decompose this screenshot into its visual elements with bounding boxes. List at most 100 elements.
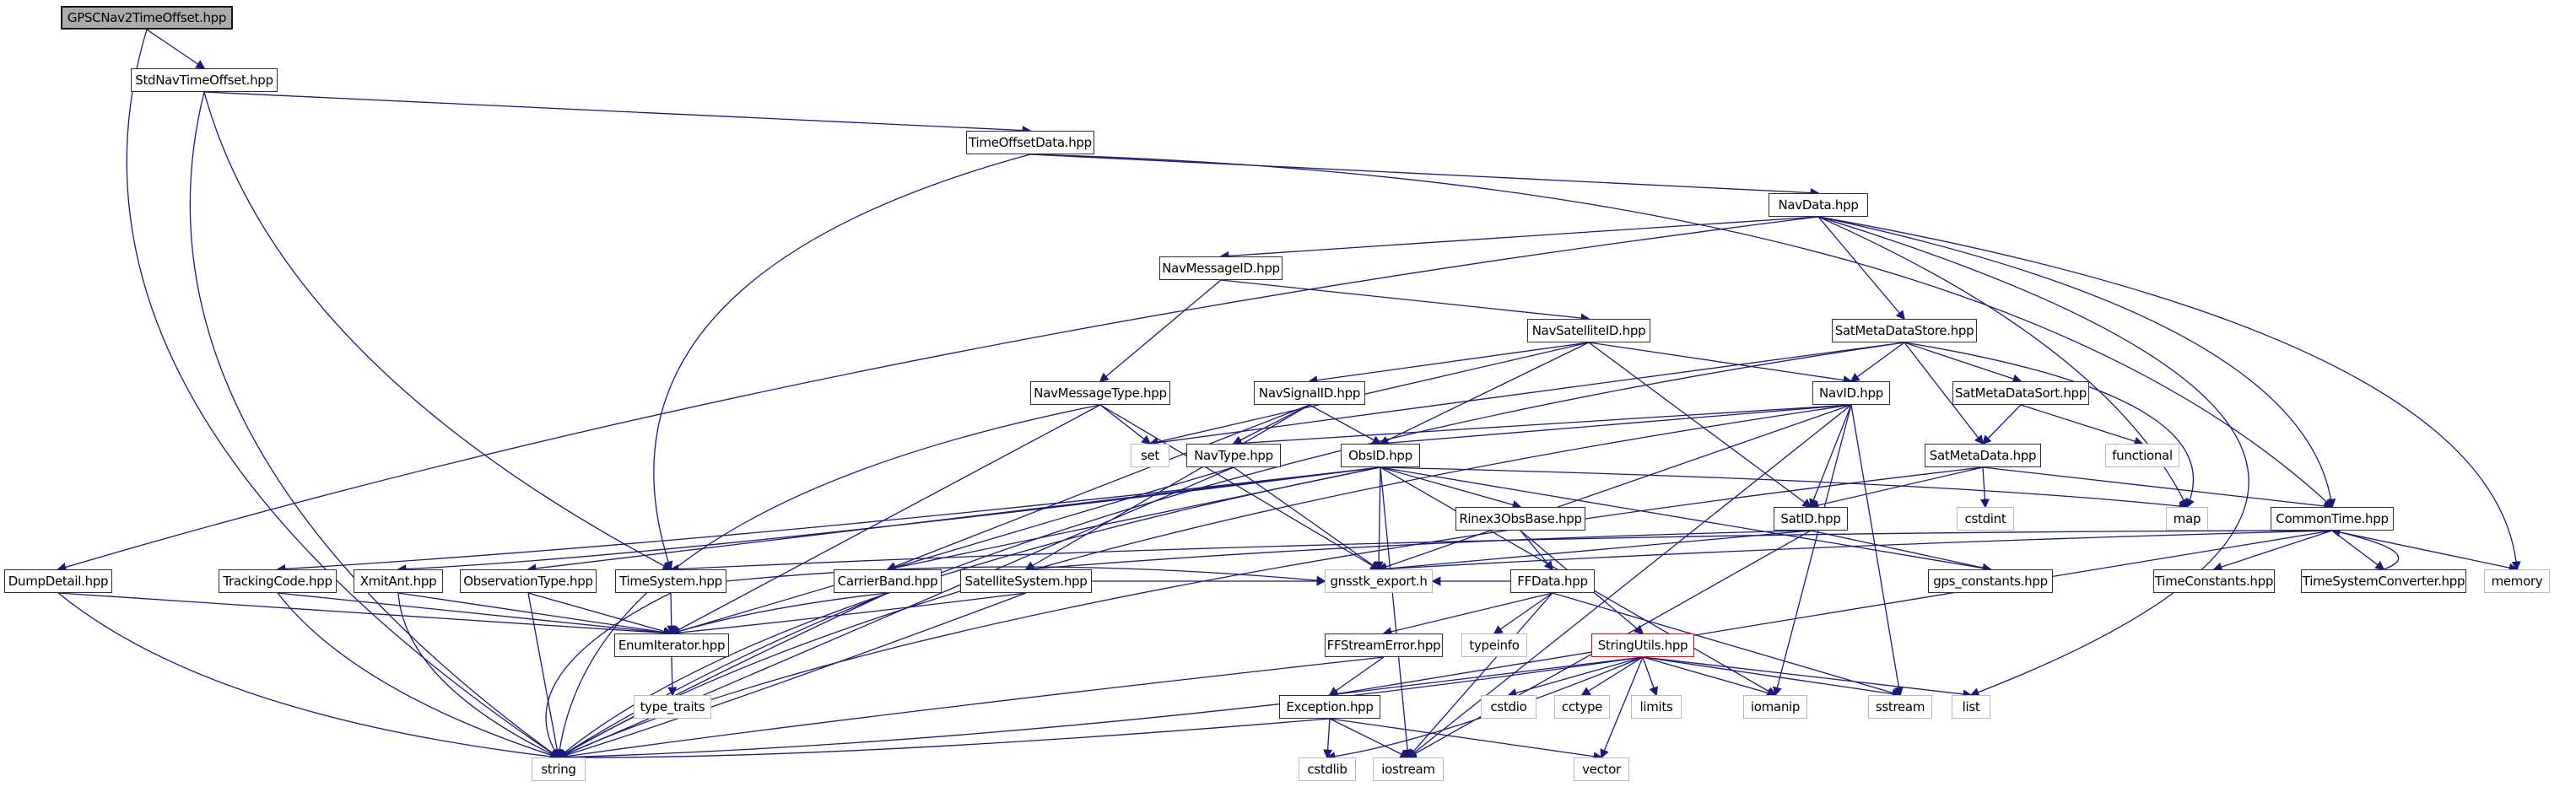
edge-navdata-list — [1817, 216, 2249, 697]
graph-node-satmetadata[interactable]: SatMetaData.hpp — [1925, 444, 2041, 467]
graph-node-gpscnav2: GPSCNav2TimeOffset.hpp — [61, 6, 233, 30]
graph-node-label: Exception.hpp — [1286, 699, 1374, 714]
graph-node-label: FFStreamError.hpp — [1326, 638, 1441, 653]
edge-dumpdetail-enumiterator — [57, 592, 673, 638]
edge-commontime-exception — [1328, 530, 2333, 698]
graph-node-functional: functional — [2105, 444, 2179, 467]
graph-node-label: memory — [2491, 574, 2543, 589]
graph-node-satellitesystem[interactable]: SatelliteSystem.hpp — [960, 569, 1092, 593]
graph-node-timeconstants[interactable]: TimeConstants.hpp — [2153, 569, 2275, 593]
graph-node-commontime[interactable]: CommonTime.hpp — [2271, 507, 2394, 531]
edge-navmessagetype-set — [1099, 404, 1152, 445]
edge-satmetadatasort-functional — [2020, 404, 2144, 446]
edge-rinex3obsbase-ffdata — [1520, 530, 1554, 571]
graph-node-ffdata[interactable]: FFData.hpp — [1510, 569, 1595, 593]
graph-node-label: CarrierBand.hpp — [837, 574, 938, 589]
edge-observationtype-enumiterator — [527, 592, 673, 636]
edge-satmetadatastore-satmetadata — [1904, 342, 1985, 445]
graph-node-label: CommonTime.hpp — [2276, 511, 2389, 526]
graph-node-exception[interactable]: Exception.hpp — [1279, 695, 1380, 719]
graph-node-stringutils[interactable]: StringUtils.hpp — [1591, 633, 1694, 657]
edge-satmetadata-satid — [1809, 466, 1984, 510]
edge-satmetadatastore-set — [1148, 342, 1905, 448]
edge-timeoffsetdata-commontime — [1029, 154, 2334, 509]
edge-timesystem-enumiterator — [667, 592, 677, 635]
edge-satellitesystem-string — [557, 592, 1027, 760]
graph-node-label: cstdlib — [1307, 762, 1347, 777]
edge-navid-navtype — [1232, 404, 1852, 448]
edge-commontime-timesystem — [669, 530, 2333, 574]
graph-node-navsatelliteid[interactable]: NavSatelliteID.hpp — [1527, 319, 1650, 342]
edge-satmetadatastore-string — [557, 342, 1905, 758]
graph-node-iostream: iostream — [1373, 757, 1444, 781]
edge-timesystem-string — [545, 592, 672, 759]
graph-node-label: gps_constants.hpp — [1933, 574, 2048, 589]
edge-satmetadata-cstdint — [1979, 466, 1990, 509]
graph-node-label: list — [1962, 699, 1980, 714]
edge-stringutils-cstdio — [1507, 656, 1644, 698]
graph-node-obsid[interactable]: ObsID.hpp — [1341, 444, 1420, 467]
edge-stringutils-iomanip — [1642, 656, 1777, 698]
graph-node-ffstreamerror[interactable]: FFStreamError.hpp — [1325, 633, 1443, 657]
graph-node-navmessagetype[interactable]: NavMessageType.hpp — [1030, 381, 1170, 405]
graph-node-label: type_traits — [640, 699, 705, 714]
edge-ffstreamerror-string — [557, 656, 1385, 762]
graph-node-label: TimeSystemConverter.hpp — [2302, 574, 2465, 589]
graph-node-map: map — [2166, 507, 2208, 531]
edge-ffdata-typeinfo — [1493, 592, 1553, 634]
edge-navsatelliteid-navsignalid — [1308, 342, 1590, 385]
graph-node-observationtype[interactable]: ObservationType.hpp — [460, 569, 597, 593]
edge-satmetadatastore-map — [1904, 342, 2195, 509]
graph-node-navid[interactable]: NavID.hpp — [1812, 381, 1890, 405]
graph-node-label: TimeOffsetData.hpp — [969, 135, 1092, 150]
edge-xmitant-string — [397, 592, 560, 758]
graph-node-satmetadatastore[interactable]: SatMetaDataStore.hpp — [1832, 319, 1977, 342]
graph-node-memory: memory — [2484, 569, 2550, 593]
graph-node-navtype[interactable]: NavType.hpp — [1186, 444, 1281, 467]
graph-node-label: SatelliteSystem.hpp — [964, 574, 1088, 589]
edge-satmetadatasort-satmetadata — [1981, 404, 2022, 445]
graph-node-cstdlib: cstdlib — [1299, 757, 1356, 781]
graph-node-timesystemconverter[interactable]: TimeSystemConverter.hpp — [2301, 569, 2466, 593]
graph-node-rinex3obsbase[interactable]: Rinex3ObsBase.hpp — [1455, 507, 1585, 531]
graph-node-dumpdetail[interactable]: DumpDetail.hpp — [4, 569, 112, 593]
edge-navsignalid-carrierband — [886, 404, 1310, 571]
graph-node-carrierband[interactable]: CarrierBand.hpp — [834, 569, 942, 593]
edge-satid-satellitesystem — [1024, 530, 1812, 574]
graph-node-trackingcode[interactable]: TrackingCode.hpp — [219, 569, 337, 593]
edge-navid-string — [557, 404, 1852, 758]
edge-navid-obsid — [1379, 404, 1852, 448]
graph-node-type_traits: type_traits — [634, 695, 711, 719]
graph-node-stdnav[interactable]: StdNavTimeOffset.hpp — [131, 68, 278, 92]
edge-timeoffsetdata-navdata — [1029, 154, 1820, 198]
graph-node-enumiterator[interactable]: EnumIterator.hpp — [614, 633, 729, 657]
edge-gpscnav2-stdnav — [146, 29, 206, 69]
graph-node-navmessageid[interactable]: NavMessageID.hpp — [1159, 256, 1283, 280]
graph-node-timeoffsetdata[interactable]: TimeOffsetData.hpp — [966, 131, 1094, 154]
graph-node-xmitant[interactable]: XmitAnt.hpp — [354, 569, 443, 593]
edge-carrierband-string — [557, 592, 888, 758]
graph-node-iomanip: iomanip — [1743, 695, 1807, 719]
graph-node-gnsstk_export: gnsstk_export.h — [1325, 569, 1433, 593]
edge-stringutils-list — [1642, 656, 1973, 699]
edge-navsatelliteid-obsid — [1379, 342, 1590, 445]
edge-navmessageid-navsatelliteid — [1220, 279, 1590, 323]
graph-node-gps_constants[interactable]: gps_constants.hpp — [1928, 569, 2053, 593]
edge-ffdata-iostream — [1407, 592, 1553, 759]
edge-obsid-string — [557, 466, 1381, 759]
graph-node-label: NavSignalID.hpp — [1258, 385, 1361, 401]
graph-node-navsignalid[interactable]: NavSignalID.hpp — [1254, 381, 1365, 405]
edge-navsignalid-obsid — [1309, 404, 1382, 445]
graph-node-satid[interactable]: SatID.hpp — [1774, 507, 1848, 531]
edge-timeoffsetdata-timesystem — [653, 154, 1031, 571]
graph-node-navdata[interactable]: NavData.hpp — [1769, 193, 1868, 217]
graph-node-label: cctype — [1561, 699, 1603, 714]
graph-node-label: DumpDetail.hpp — [8, 574, 109, 589]
edge-navdata-commontime — [1817, 216, 2336, 509]
graph-node-label: limits — [1639, 699, 1673, 714]
graph-node-timesystem[interactable]: TimeSystem.hpp — [615, 569, 726, 593]
graph-node-satmetadatasort[interactable]: SatMetaDataSort.hpp — [1952, 381, 2089, 405]
edge-navid-iomanip — [1773, 404, 1852, 697]
edge-obsid-trackingcode — [276, 466, 1381, 574]
